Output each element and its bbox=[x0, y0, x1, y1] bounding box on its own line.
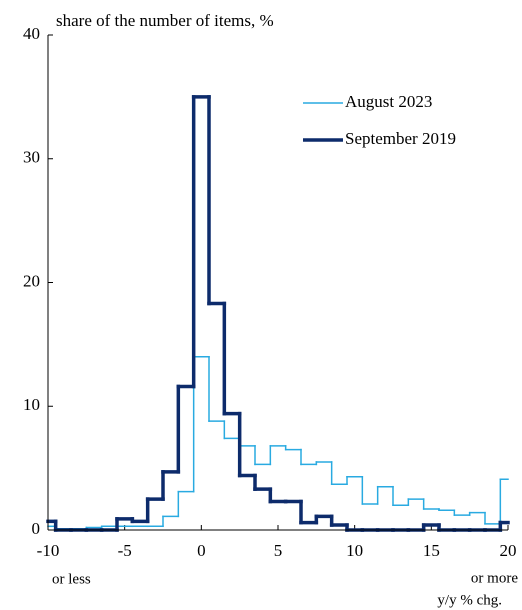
x-tick-label: 15 bbox=[423, 541, 440, 560]
x-tick-label: -5 bbox=[118, 541, 132, 560]
y-axis-label: share of the number of items, % bbox=[56, 11, 274, 30]
x-tick-label: 5 bbox=[274, 541, 283, 560]
y-tick-label: 30 bbox=[23, 148, 40, 167]
y-tick-label: 40 bbox=[23, 24, 40, 43]
y-tick-label: 20 bbox=[23, 271, 40, 290]
annotation: or more bbox=[471, 570, 518, 586]
legend-label: August 2023 bbox=[345, 92, 432, 111]
annotation: or less bbox=[52, 571, 91, 587]
y-tick-label: 10 bbox=[23, 395, 40, 414]
legend-label: September 2019 bbox=[345, 129, 456, 148]
x-axis-label: y/y % chg. bbox=[437, 592, 502, 608]
y-tick-label: 0 bbox=[32, 519, 41, 538]
x-tick-label: 20 bbox=[500, 541, 517, 560]
x-tick-label: 10 bbox=[346, 541, 363, 560]
x-tick-label: -10 bbox=[37, 541, 60, 560]
x-tick-label: 0 bbox=[197, 541, 206, 560]
